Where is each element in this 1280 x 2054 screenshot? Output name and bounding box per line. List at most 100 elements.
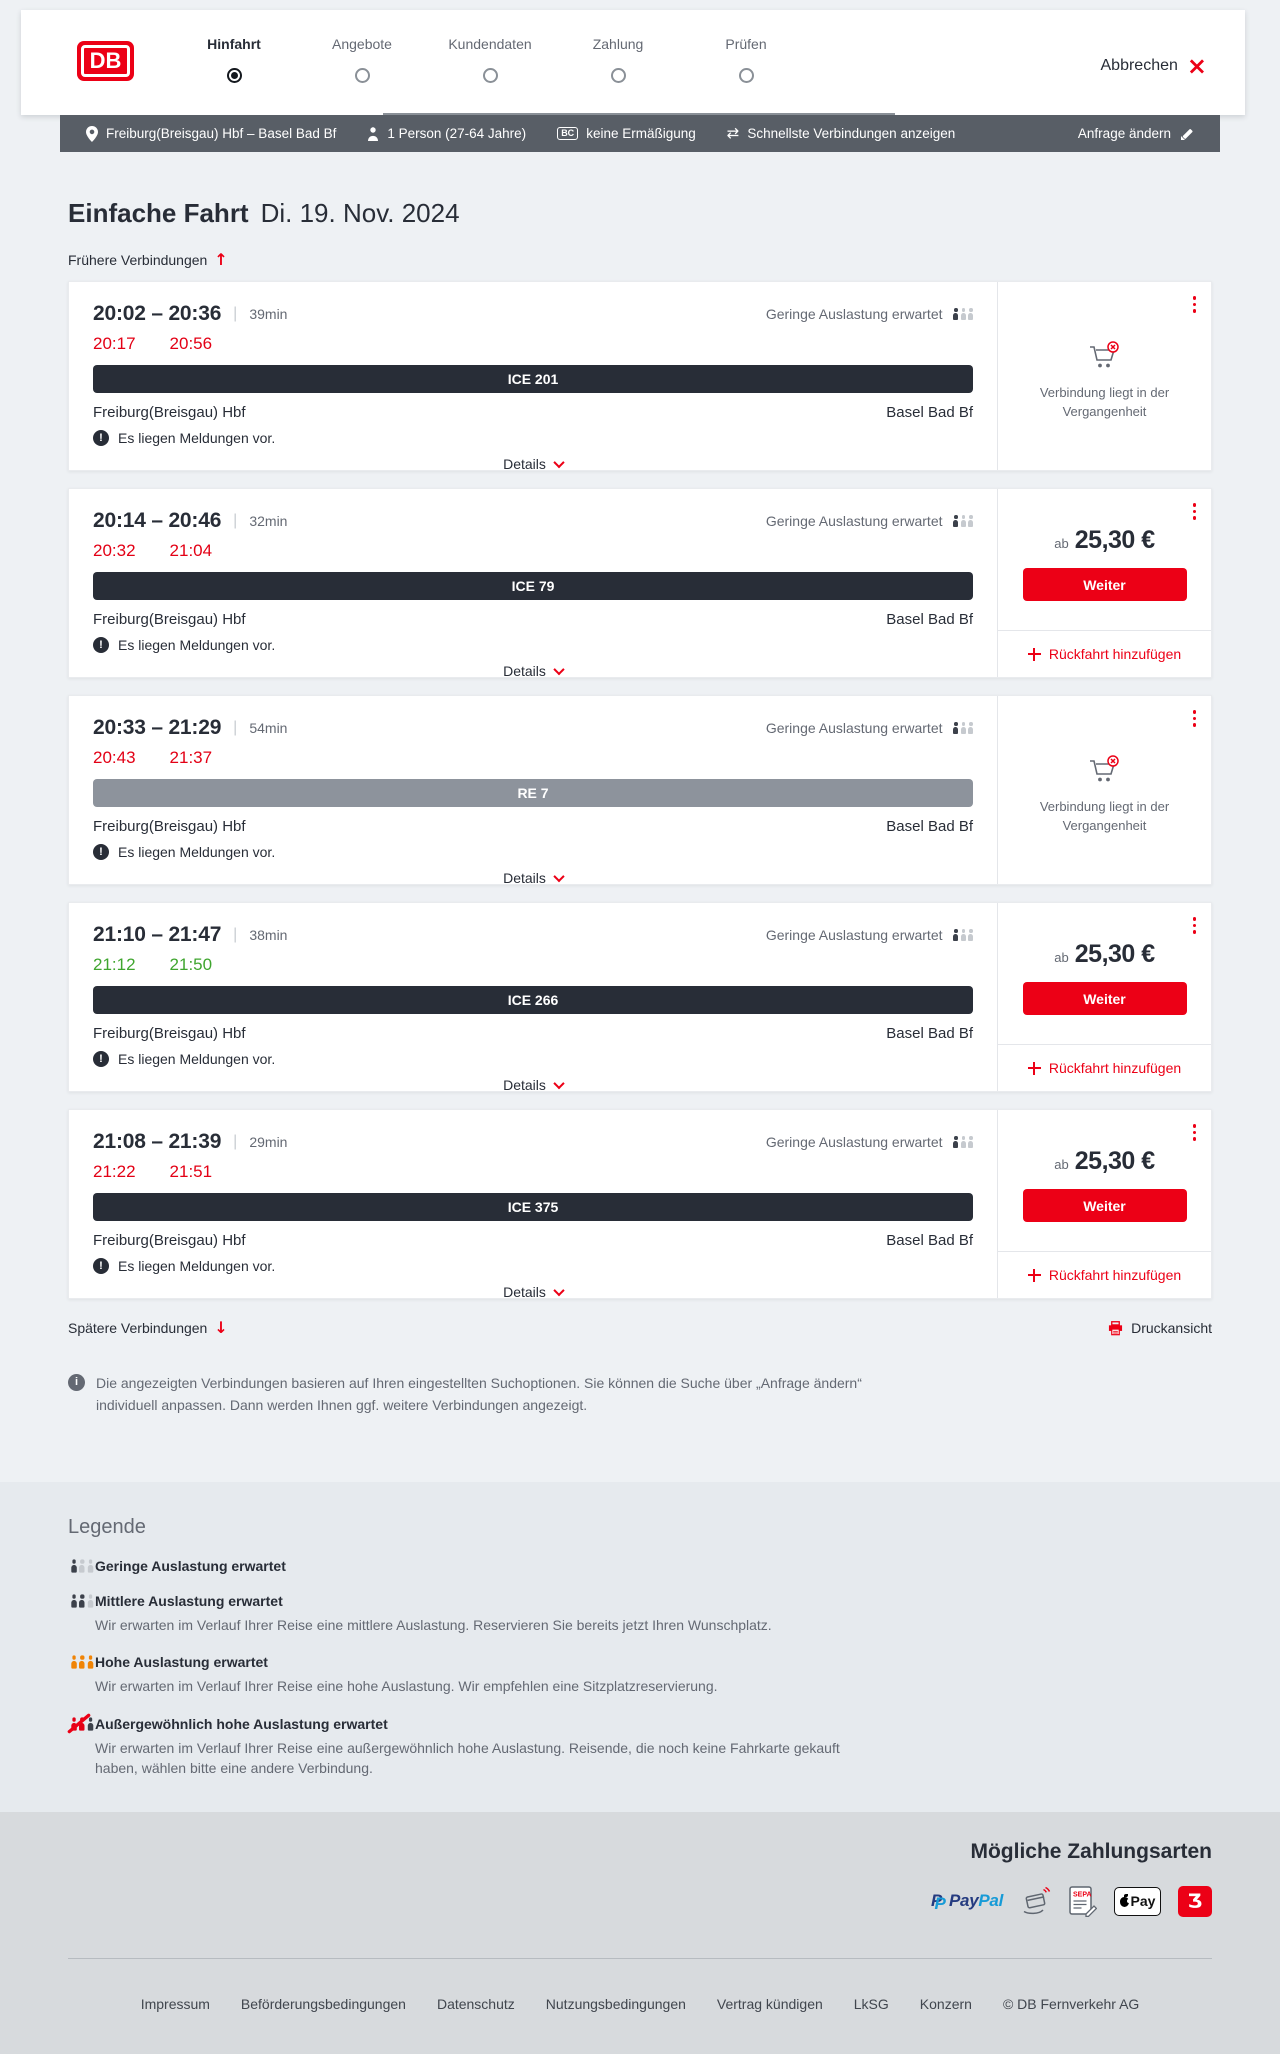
- kebab-menu-icon[interactable]: [1191, 501, 1199, 522]
- step-pruefen[interactable]: Prüfen: [682, 36, 810, 83]
- kebab-menu-icon[interactable]: [1191, 915, 1199, 936]
- details-toggle[interactable]: Details: [93, 1077, 973, 1093]
- arrival-station: Basel Bad Bf: [886, 611, 973, 628]
- realtime-departure: 20:32: [93, 541, 136, 560]
- app-header: DB Hinfahrt Angebote Kundendaten Zahlung…: [21, 10, 1245, 115]
- footer-link-impressum[interactable]: Impressum: [140, 1996, 210, 2012]
- past-connection-message: Verbindung liegt in der Vergangenheit: [1039, 799, 1170, 833]
- bahncard-badge-icon: BC: [557, 126, 579, 141]
- step-dot: [610, 68, 626, 83]
- price-value: 25,30 €: [1074, 526, 1155, 554]
- step-dot: [482, 68, 498, 83]
- kebab-menu-icon[interactable]: [1191, 294, 1199, 315]
- kebab-menu-icon[interactable]: [1191, 708, 1199, 729]
- step-dot: [354, 68, 370, 83]
- alert-label: Es liegen Meldungen vor.: [118, 1258, 276, 1274]
- alert-label: Es liegen Meldungen vor.: [118, 430, 276, 446]
- title-date: Di. 19. Nov. 2024: [260, 198, 460, 228]
- legend-item-label: Mittlere Auslastung erwartet: [95, 1593, 283, 1609]
- arrival-station: Basel Bad Bf: [886, 1025, 973, 1042]
- weiter-button[interactable]: Weiter: [1022, 568, 1187, 601]
- weiter-button[interactable]: Weiter: [1022, 982, 1187, 1015]
- footer-link-befoerderungsbedingungen[interactable]: Beförderungsbedingungen: [240, 1996, 406, 2012]
- weiter-button[interactable]: Weiter: [1022, 1189, 1187, 1222]
- occupancy-label: Geringe Auslastung erwartet: [765, 513, 943, 529]
- main-content: Einfache Fahrt Di. 19. Nov. 2024 Frühere…: [68, 152, 1212, 1417]
- footer-link-datenschutz[interactable]: Datenschutz: [436, 1996, 515, 2012]
- print-view-button[interactable]: Druckansicht: [1108, 1320, 1212, 1336]
- realtime-departure: 21:12: [93, 955, 136, 974]
- step-hinfahrt[interactable]: Hinfahrt: [170, 36, 298, 83]
- route-chip: Freiburg(Breisgau) Hbf – Basel Bad Bf: [86, 125, 336, 142]
- sepa-icon: SEPA: [1069, 1885, 1097, 1917]
- connection-card-main: 21:08 – 21:39 | 29min Geringe Auslastung…: [69, 1110, 997, 1300]
- add-return-button[interactable]: Rückfahrt hinzufügen: [998, 1044, 1211, 1091]
- db-logo[interactable]: DB: [77, 41, 134, 81]
- later-connections-link[interactable]: Spätere Verbindungen ↓: [68, 1320, 228, 1337]
- connection-card-side: ab 25,30 € Weiter Rückfahrt hinzufügen: [997, 489, 1211, 677]
- train-band: ICE 79: [93, 572, 973, 600]
- departure-station: Freiburg(Breisgau) Hbf: [93, 611, 246, 628]
- edit-request-button[interactable]: Anfrage ändern: [1078, 126, 1194, 141]
- footer-link-nutzungsbedingungen[interactable]: Nutzungsbedingungen: [545, 1996, 686, 2012]
- cancel-button[interactable]: Abbrechen ×: [1100, 54, 1208, 78]
- legend-item-exceptional: Außergewöhnlich hohe Auslastung erwartet…: [68, 1716, 1212, 1779]
- earlier-connections-label: Frühere Verbindungen: [68, 252, 208, 268]
- kebab-menu-icon[interactable]: [1191, 1122, 1199, 1143]
- location-pin-icon: [86, 125, 98, 142]
- details-label: Details: [503, 1284, 546, 1300]
- legend-item-description: Wir erwarten im Verlauf Ihrer Reise eine…: [95, 1617, 772, 1633]
- footer-link-vertrag-kuendigen[interactable]: Vertrag kündigen: [716, 1996, 823, 2012]
- details-toggle[interactable]: Details: [93, 1284, 973, 1300]
- earlier-connections-link[interactable]: Frühere Verbindungen ↑: [68, 250, 1212, 269]
- title-text: Einfache Fahrt: [68, 198, 249, 228]
- alert-icon: !: [93, 844, 109, 860]
- sort-label: Schnellste Verbindungen anzeigen: [747, 126, 956, 141]
- details-toggle[interactable]: Details: [93, 456, 973, 472]
- step-angebote[interactable]: Angebote: [298, 36, 426, 83]
- realtime-departure: 20:43: [93, 748, 136, 767]
- svg-text:SEPA: SEPA: [1073, 1891, 1092, 1898]
- footer-link-lksg[interactable]: LkSG: [853, 1996, 889, 2012]
- details-toggle[interactable]: Details: [93, 870, 973, 886]
- sort-chip: ⇄ Schnellste Verbindungen anzeigen: [727, 126, 956, 142]
- connection-card-side: Verbindung liegt in der Vergangenheit: [997, 696, 1211, 884]
- cancel-label: Abbrechen: [1100, 57, 1178, 74]
- passenger-chip: 1 Person (27-64 Jahre): [367, 126, 526, 141]
- step-kundendaten[interactable]: Kundendaten: [426, 36, 554, 83]
- edit-request-label: Anfrage ändern: [1077, 126, 1171, 141]
- trip-summary-bar: Freiburg(Breisgau) Hbf – Basel Bad Bf 1 …: [60, 115, 1220, 152]
- price-value: 25,30 €: [1074, 940, 1155, 968]
- passenger-label: 1 Person (27-64 Jahre): [387, 126, 527, 141]
- connection-card-main: 20:33 – 21:29 | 54min Geringe Auslastung…: [69, 696, 997, 886]
- separator: |: [233, 926, 238, 943]
- add-return-button[interactable]: Rückfahrt hinzufügen: [998, 1251, 1211, 1298]
- step-zahlung[interactable]: Zahlung: [554, 36, 682, 83]
- footer-links: Impressum Beförderungsbedingungen Datens…: [68, 1996, 1212, 2012]
- arrival-station: Basel Bad Bf: [886, 818, 973, 835]
- info-note: i Die angezeigten Verbindungen basieren …: [68, 1372, 868, 1417]
- details-toggle[interactable]: Details: [93, 663, 973, 679]
- footer-link-konzern[interactable]: Konzern: [919, 1996, 972, 2012]
- legend-title: Legende: [68, 1516, 146, 1538]
- connection-card-side: Verbindung liegt in der Vergangenheit: [997, 282, 1211, 470]
- payment-title: Mögliche Zahlungsarten: [970, 1840, 1212, 1863]
- price: ab 25,30 €: [1054, 526, 1155, 555]
- add-return-label: Rückfahrt hinzufügen: [1048, 1267, 1182, 1283]
- arrival-station: Basel Bad Bf: [886, 404, 973, 421]
- price: ab 25,30 €: [1054, 1147, 1155, 1176]
- details-label: Details: [503, 870, 546, 886]
- occupancy-medium-icon: [68, 1594, 98, 1608]
- later-connections-label: Spätere Verbindungen: [68, 1320, 208, 1336]
- add-return-button[interactable]: Rückfahrt hinzufügen: [998, 630, 1211, 677]
- print-view-label: Druckansicht: [1131, 1320, 1212, 1336]
- connection-card-main: 20:14 – 20:46 | 32min Geringe Auslastung…: [69, 489, 997, 679]
- arrow-up-icon: ↑: [214, 250, 228, 269]
- connection-card: 20:14 – 20:46 | 32min Geringe Auslastung…: [68, 488, 1212, 679]
- realtime-departure: 21:22: [93, 1162, 136, 1181]
- page-title: Einfache Fahrt Di. 19. Nov. 2024: [68, 198, 1212, 229]
- connection-duration: 54min: [249, 720, 288, 736]
- train-band: RE 7: [93, 779, 973, 807]
- legend-item-description: Wir erwarten im Verlauf Ihrer Reise eine…: [95, 1678, 718, 1695]
- price-prefix: ab: [1054, 536, 1069, 551]
